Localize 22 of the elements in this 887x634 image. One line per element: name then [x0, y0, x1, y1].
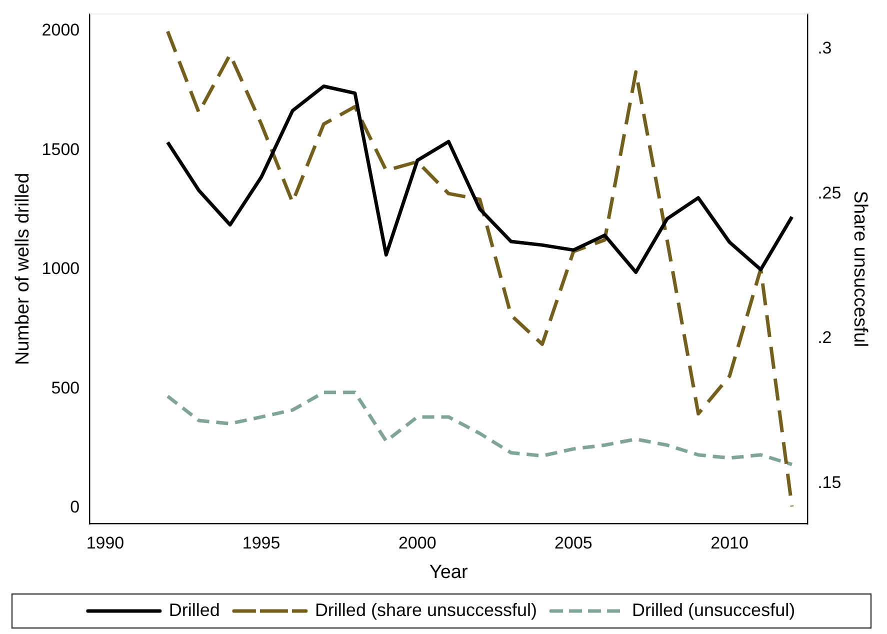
y-axis-title: Number of wells drilled — [12, 172, 34, 365]
y-tick-label: 1500 — [42, 140, 80, 159]
legend-label: Drilled (share unsuccessful) — [314, 600, 538, 620]
y2-tick-label: .15 — [818, 472, 842, 492]
x-tick-label: 2000 — [398, 534, 436, 553]
line-series — [166, 390, 794, 466]
x-tick-label: 1990 — [86, 534, 124, 553]
legend-label: Drilled (unsuccesful) — [632, 600, 796, 620]
legend-label: Drilled — [168, 600, 220, 620]
x-axis-title: Year — [429, 562, 468, 583]
y-tick-label: 0 — [70, 498, 80, 517]
x-tick-label: 1995 — [242, 534, 280, 553]
y-tick-label: 500 — [51, 378, 80, 398]
y-tick-label: 1000 — [42, 259, 80, 278]
y2-tick-label: .2 — [818, 328, 832, 348]
x-tick-label: 2010 — [710, 534, 748, 553]
y2-axis-title: Share unsuccesful — [849, 190, 870, 348]
y2-tick-label: .3 — [818, 38, 832, 58]
x-tick-label: 2005 — [554, 534, 592, 553]
y2-tick-label: .25 — [818, 183, 842, 202]
line-series — [166, 30, 794, 508]
y-tick-label: 2000 — [42, 20, 80, 40]
